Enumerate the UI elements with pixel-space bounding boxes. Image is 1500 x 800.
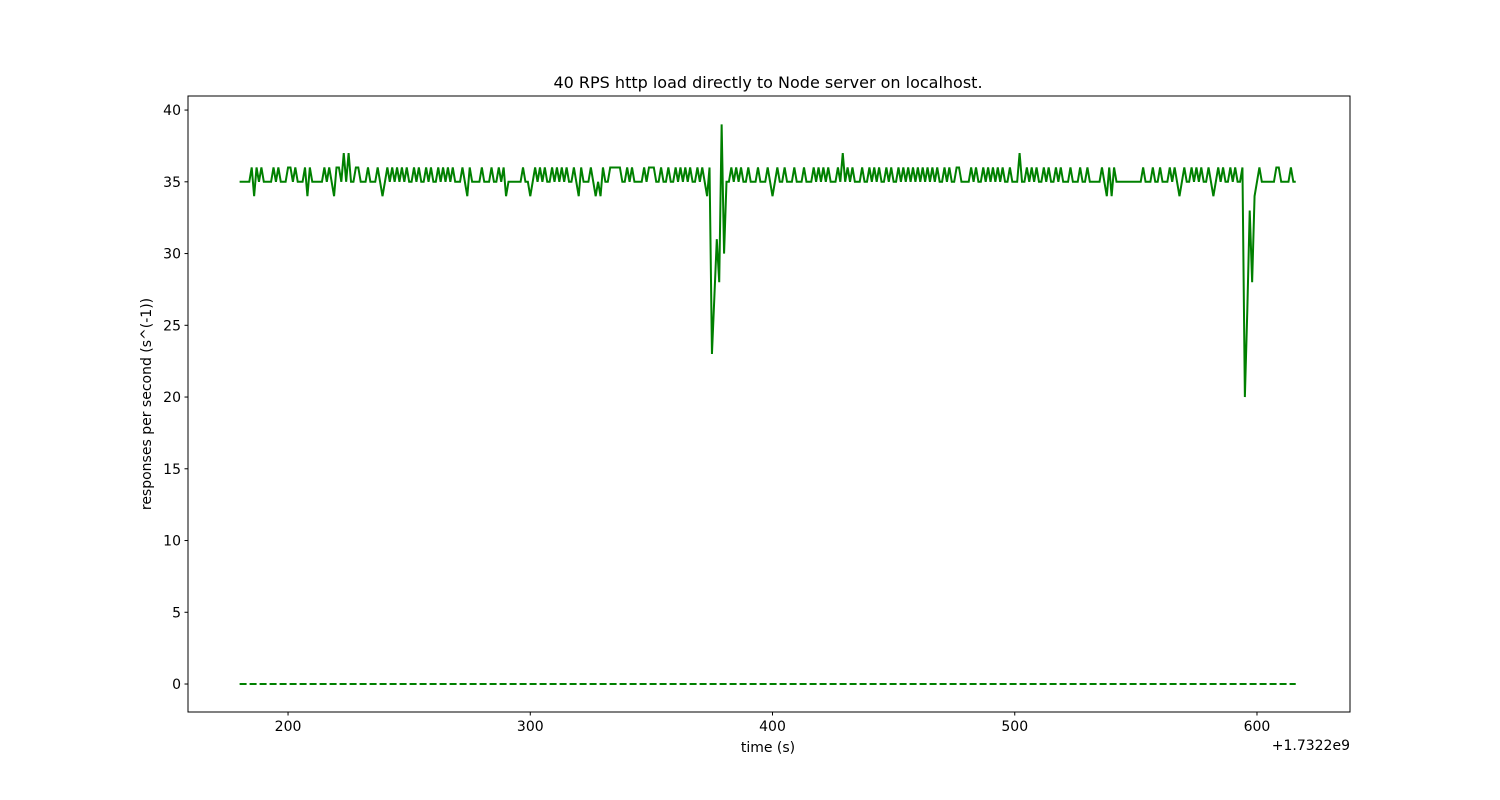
plot-frame	[187, 95, 1351, 713]
x-tick-label: 500	[1001, 719, 1028, 735]
x-axis-label: time (s)	[741, 740, 795, 756]
y-tick-label: 40	[163, 103, 181, 119]
y-tick-label: 0	[172, 677, 181, 693]
x-tick-label: 600	[1244, 719, 1271, 735]
x-offset-label: +1.7322e9	[1272, 738, 1350, 754]
chart-title: 40 RPS http load directly to Node server…	[553, 73, 982, 92]
y-tick-label: 5	[172, 605, 181, 621]
y-tick-label: 10	[163, 534, 181, 550]
x-tick-label: 400	[759, 719, 786, 735]
y-tick-label: 25	[163, 318, 181, 334]
y-tick-label: 30	[163, 247, 181, 263]
y-tick-label: 15	[163, 462, 181, 478]
x-tick-label: 200	[275, 719, 302, 735]
y-tick-label: 20	[163, 390, 181, 406]
series-line	[239, 124, 1296, 398]
x-tick-label: 300	[517, 719, 544, 735]
y-axis-label: responses per second (s^(-1))	[139, 298, 155, 510]
y-tick-label: 35	[163, 175, 181, 191]
